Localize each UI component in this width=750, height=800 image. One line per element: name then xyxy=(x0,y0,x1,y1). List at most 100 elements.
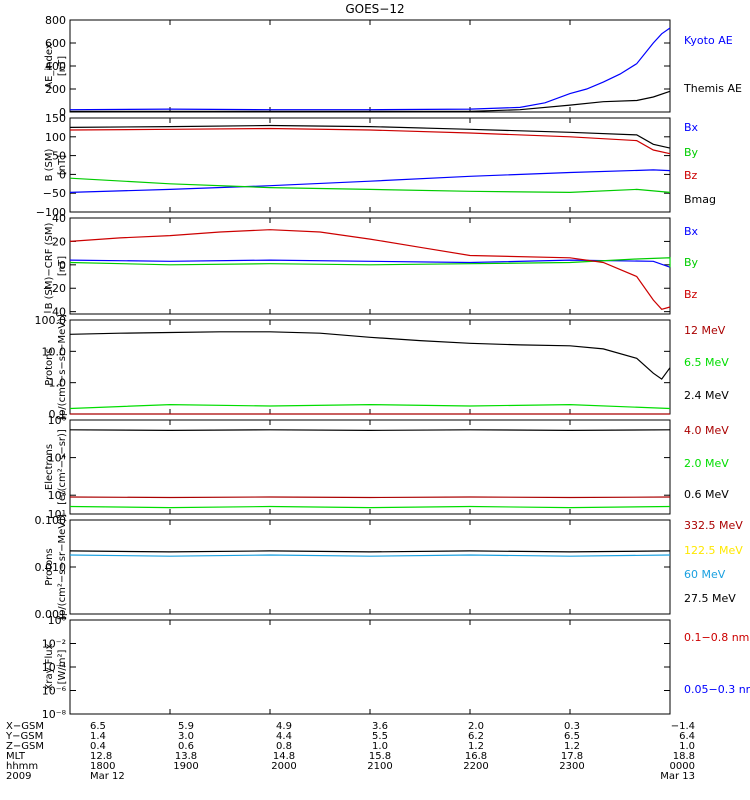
legend-label: Bz xyxy=(684,288,698,301)
orbit-value: 1.2 xyxy=(468,741,484,752)
orbit-value: 12.8 xyxy=(90,751,112,762)
y-tick-label: 0 xyxy=(59,106,66,119)
series-line xyxy=(69,505,671,509)
panel-frame xyxy=(69,419,671,515)
orbit-row-label: 2009 xyxy=(6,771,31,782)
y-tick-label: 0.1 xyxy=(49,408,67,421)
y-axis-label: Xray Flux xyxy=(44,643,55,690)
orbit-row-label: hhmm xyxy=(6,761,38,772)
y-tick-label: 10⁰ xyxy=(48,614,67,627)
y-tick-label: 20 xyxy=(52,235,66,248)
series-line xyxy=(69,127,671,155)
y-axis-label: [W/m²] xyxy=(57,649,68,684)
series-line xyxy=(69,429,671,432)
y-tick-label: 600 xyxy=(45,37,66,50)
orbit-value: 14.8 xyxy=(273,751,295,762)
orbit-value: 13.8 xyxy=(175,751,197,762)
y-tick-label: 10⁻⁴ xyxy=(42,661,67,674)
y-tick-label: 0 xyxy=(59,168,66,181)
y-axis-label: [p/(cm²−s−sr−MeV)] xyxy=(57,314,68,420)
series-line xyxy=(69,550,671,553)
y-axis-label: [nT] xyxy=(57,256,68,276)
orbit-value: 5.5 xyxy=(372,731,388,742)
orbit-value: 1.2 xyxy=(564,741,580,752)
orbit-value: 0.4 xyxy=(90,741,106,752)
legend-label: 6.5 MeV xyxy=(684,356,729,369)
y-tick-label: −100 xyxy=(36,206,66,219)
panel-6: 0.001 0.010 0.100 Protons [p/(cm²−s−sr−MeV)]… xyxy=(35,514,744,621)
y-tick-label: 10⁻⁶ xyxy=(42,685,67,698)
legend-label: By xyxy=(684,256,699,269)
y-tick-label: −20 xyxy=(43,282,66,295)
series-line xyxy=(69,27,671,111)
panel-1: 0 200 400 600 800 AE_index [nT] Kyoto AE Themis … xyxy=(44,14,742,119)
y-tick-label: 0.001 xyxy=(35,608,67,621)
series-line xyxy=(69,169,671,193)
y-tick-label: 10.0 xyxy=(42,345,67,358)
orbit-value: 1800 xyxy=(90,761,115,772)
orbit-value: 6.5 xyxy=(564,731,580,742)
legend-label: Bz xyxy=(684,169,698,182)
orbit-value: 2000 xyxy=(271,761,296,772)
orbit-row-label: Z−GSM xyxy=(6,741,44,752)
orbit-value: 5.9 xyxy=(178,721,194,732)
y-tick-label: 10⁻² xyxy=(42,638,66,651)
legend-label: Bx xyxy=(684,121,699,134)
y-tick-label: −40 xyxy=(43,306,66,319)
y-tick-label: 0.100 xyxy=(35,514,67,527)
panel-5: 10¹ 10² 10⁴ 10⁶ Electrons [e/(cm²−s−sr)] 4.0 M… xyxy=(44,414,729,521)
y-tick-label: 10⁶ xyxy=(48,414,67,427)
y-tick-label: 150 xyxy=(45,112,66,125)
orbit-value: 6.5 xyxy=(90,721,106,732)
orbit-value: 1900 xyxy=(173,761,198,772)
series-line xyxy=(69,403,671,410)
orbit-value: 4.9 xyxy=(276,721,292,732)
orbit-row-label: MLT xyxy=(6,751,26,762)
orbit-value: 6.4 xyxy=(679,731,695,742)
orbit-value: 18.8 xyxy=(673,751,695,762)
y-tick-label: 10⁴ xyxy=(48,452,67,465)
orbit-value: 0000 xyxy=(670,761,695,772)
series-line xyxy=(70,90,671,113)
panel-frame xyxy=(69,19,671,113)
y-axis-label: Electrons xyxy=(44,444,55,490)
y-tick-label: 10⁻⁸ xyxy=(42,708,67,721)
y-tick-label: 1.0 xyxy=(49,377,67,390)
legend-label: 2.4 MeV xyxy=(684,389,729,402)
orbit-value: 2200 xyxy=(463,761,488,772)
legend-label: 332.5 MeV xyxy=(684,519,743,532)
orbit-value: 1.0 xyxy=(679,741,695,752)
y-tick-label: 0 xyxy=(59,259,66,272)
y-tick-label: 10² xyxy=(48,489,66,502)
legend-label: Themis AE xyxy=(683,82,742,95)
y-tick-label: 0.010 xyxy=(35,561,67,574)
panel-2: −100 −50 0 50 100 150 B (SM) [nT] Bx By Bz Bmag xyxy=(36,112,716,219)
panel-3: −40 −20 0 20 40B (SM)−CRF (SM) [nT] Bx By Bz xyxy=(43,212,699,319)
series-line xyxy=(69,331,671,380)
orbit-value: Mar 13 xyxy=(660,771,695,782)
orbit-value: 2300 xyxy=(559,761,584,772)
y-axis-label: [e/(cm²−s−sr)] xyxy=(57,429,68,505)
panel-7: 10⁻⁸ 10⁻⁶ 10⁻⁴ 10⁻² 10⁰ Xray Flux [W/m²] 0.1−0.… xyxy=(42,614,750,721)
orbit-value: 3.0 xyxy=(178,731,194,742)
series-line xyxy=(69,229,671,310)
y-tick-label: 50 xyxy=(52,150,66,163)
y-tick-label: −50 xyxy=(43,187,66,200)
legend-label: 2.0 MeV xyxy=(684,457,729,470)
legend-label: 4.0 MeV xyxy=(684,424,729,437)
legend-label: 0.1−0.8 nm xyxy=(684,631,749,644)
orbit-value: 6.2 xyxy=(468,731,484,742)
legend-label: By xyxy=(684,146,699,159)
legend-label: 27.5 MeV xyxy=(684,592,736,605)
orbit-row-label: X−GSM xyxy=(6,721,44,732)
orbit-value: 0.8 xyxy=(276,741,292,752)
orbit-value: 1.4 xyxy=(90,731,106,742)
panel-4: 0.1 1.0 10.0 100.0 Protons [p/(cm²−s−sr−MeV)]… xyxy=(35,314,730,421)
orbit-value: 4.4 xyxy=(276,731,292,742)
series-line xyxy=(69,124,671,149)
y-tick-label: 200 xyxy=(45,83,66,96)
legend-label: 60 MeV xyxy=(684,568,726,581)
y-axis-label: B (SM)−CRF (SM) xyxy=(44,222,55,309)
legend-label: 0.6 MeV xyxy=(684,488,729,501)
